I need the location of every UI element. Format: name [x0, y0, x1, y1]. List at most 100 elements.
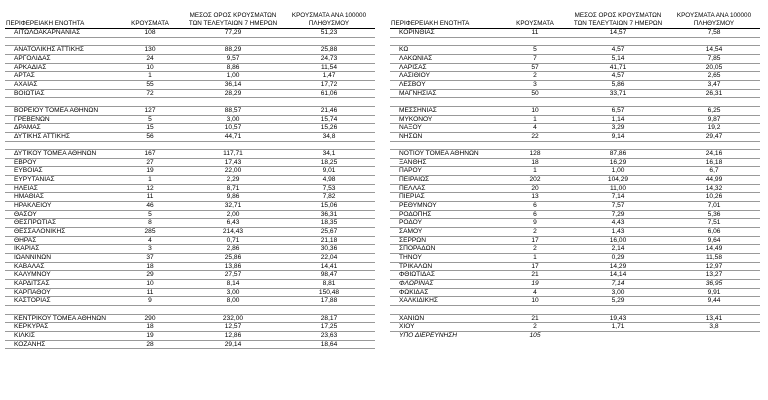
- cases-cell: 46: [117, 201, 183, 211]
- empty-cell: [390, 141, 502, 151]
- per100k-cell: 29,47: [668, 132, 760, 142]
- cases-cell: 15: [117, 123, 183, 133]
- table-row: ΙΚΑΡΙΑΣ 3 2,86 30,36: [5, 244, 375, 254]
- region-cell: ΘΕΣΠΡΩΤΙΑΣ: [5, 218, 117, 229]
- table-row: ΦΘΙΩΤΙΔΑΣ 21 14,14 13,27: [390, 270, 760, 280]
- avg-cell: 28,29: [183, 89, 283, 99]
- table-row: ΗΜΑΘΙΑΣ 11 9,86 7,82: [5, 192, 375, 203]
- cases-cell: 11: [117, 192, 183, 203]
- column-header-region: ΠΕΡΙΦΕΡΕΙΑΚΗ ΕΝΟΤΗΤΑ: [6, 19, 85, 27]
- empty-cell: [568, 305, 668, 315]
- region-cell: ΡΟΔΟΠΗΣ: [390, 210, 502, 220]
- avg-cell: 9,57: [183, 54, 283, 64]
- avg-cell: 4,57: [568, 45, 668, 55]
- table-row: ΠΑΡΟΥ 1 1,00 6,7: [390, 166, 760, 177]
- per100k-cell: [668, 331, 760, 339]
- empty-cell: [283, 97, 375, 107]
- table-row: ΘΑΣΟΥ 5 2,00 36,31: [5, 210, 375, 220]
- empty-cell: [568, 141, 668, 151]
- per100k-cell: 7,85: [668, 54, 760, 64]
- table-row: ΠΕΛΛΑΣ 20 11,00 14,32: [390, 184, 760, 194]
- region-cell: ΛΑΣΙΘΙΟΥ: [390, 71, 502, 81]
- cases-cell: 1: [502, 166, 568, 177]
- cases-cell: 3: [117, 244, 183, 254]
- column-header-per100k: ΚΡΟΥΣΜΑΤΑ ΑΝΑ 100000 ΠΛΗΘΥΣΜΟΥ: [291, 12, 367, 27]
- empty-cell: [5, 97, 117, 107]
- table-row: ΗΛΕΙΑΣ 12 8,71 7,53: [5, 184, 375, 194]
- empty-cell: [283, 141, 375, 151]
- avg-cell: 8,14: [183, 279, 283, 289]
- cases-cell: 4: [502, 123, 568, 133]
- table-row: ΡΟΔΟΠΗΣ 6 7,29 5,36: [390, 210, 760, 220]
- avg-cell: 8,00: [183, 296, 283, 306]
- cases-cell: 9: [117, 296, 183, 306]
- region-cell: ΝΑΞΟΥ: [390, 123, 502, 133]
- cases-cell: 13: [502, 192, 568, 203]
- table-row: ΛΕΣΒΟΥ 3 5,86 3,47: [390, 80, 760, 90]
- region-cell: ΣΕΡΡΩΝ: [390, 236, 502, 246]
- region-cell: ΛΑΡΙΣΑΣ: [390, 63, 502, 73]
- per100k-cell: 12,97: [668, 262, 760, 272]
- cases-cell: 1: [502, 115, 568, 125]
- region-cell: ΙΩΑΝΝΙΝΩΝ: [5, 253, 117, 263]
- cases-cell: 202: [502, 175, 568, 185]
- per100k-cell: 34,8: [283, 132, 375, 142]
- avg-cell: 10,57: [183, 123, 283, 133]
- per100k-cell: 3,47: [668, 80, 760, 90]
- avg-cell: 27,57: [183, 270, 283, 280]
- spacer-row: [5, 305, 375, 315]
- region-cell: ΓΡΕΒΕΝΩΝ: [5, 115, 117, 125]
- cases-cell: 10: [502, 106, 568, 116]
- cases-cell: 10: [502, 296, 568, 306]
- region-cell: ΕΥΡΥΤΑΝΙΑΣ: [5, 175, 117, 185]
- cases-cell: 4: [502, 288, 568, 298]
- avg-cell: 5,29: [568, 296, 668, 306]
- cases-cell: 20: [502, 184, 568, 194]
- empty-cell: [117, 305, 183, 315]
- avg-cell: 41,71: [568, 63, 668, 73]
- cases-cell: 108: [117, 28, 183, 38]
- left-table-header: ΠΕΡΙΦΕΡΕΙΑΚΗ ΕΝΟΤΗΤΑ ΚΡΟΥΣΜΑΤΑ ΜΕΣΟΣ ΟΡΟ…: [5, 12, 375, 29]
- region-cell: ΘΕΣΣΑΛΟΝΙΚΗΣ: [5, 227, 117, 237]
- cases-cell: 11: [502, 28, 568, 38]
- avg-cell: 0,29: [568, 253, 668, 263]
- region-cell: ΜΑΓΝΗΣΙΑΣ: [390, 89, 502, 99]
- per100k-cell: 20,05: [668, 63, 760, 73]
- empty-cell: [183, 97, 283, 107]
- cases-cell: 21: [502, 270, 568, 280]
- avg-cell: 12,86: [183, 331, 283, 341]
- per100k-cell: 14,54: [668, 45, 760, 55]
- empty-cell: [117, 141, 183, 151]
- table-row: ΑΡΓΟΛΙΔΑΣ 24 9,57 24,73: [5, 54, 375, 64]
- column-header-avg: ΜΕΣΟΣ ΟΡΟΣ ΚΡΟΥΣΜΑΤΩΝ ΤΩΝ ΤΕΛΕΥΤΑΙΩΝ 7 Η…: [188, 12, 278, 27]
- per100k-cell: 34,1: [283, 149, 375, 159]
- table-row: ΒΟΙΩΤΙΑΣ 72 28,29 61,06: [5, 89, 375, 99]
- empty-cell: [117, 97, 183, 107]
- avg-cell: 14,14: [568, 270, 668, 280]
- region-cell: ΜΕΣΣΗΝΙΑΣ: [390, 106, 502, 116]
- table-row: ΚΕΡΚΥΡΑΣ 18 12,57 17,25: [5, 322, 375, 332]
- per100k-cell: 11,54: [283, 63, 375, 73]
- cases-cell: 21: [502, 314, 568, 324]
- per100k-cell: 26,31: [668, 89, 760, 99]
- cases-cell: 10: [117, 279, 183, 289]
- per100k-cell: 28,17: [283, 314, 375, 324]
- avg-cell: 5,86: [568, 80, 668, 90]
- empty-cell: [668, 37, 760, 47]
- region-cell: ΒΟΙΩΤΙΑΣ: [5, 89, 117, 99]
- column-header-avg: ΜΕΣΟΣ ΟΡΟΣ ΚΡΟΥΣΜΑΤΩΝ ΤΩΝ ΤΕΛΕΥΤΑΙΩΝ 7 Η…: [573, 12, 663, 27]
- region-cell: ΜΥΚΟΝΟΥ: [390, 115, 502, 125]
- region-cell: ΞΑΝΘΗΣ: [390, 158, 502, 168]
- spacer-row: [390, 305, 760, 315]
- table-row: ΚΩ 5 4,57 14,54: [390, 45, 760, 55]
- cases-cell: 11: [117, 288, 183, 298]
- avg-cell: 22,00: [183, 166, 283, 177]
- per100k-cell: 9,87: [668, 115, 760, 125]
- per100k-cell: 7,01: [668, 201, 760, 211]
- table-row: ΡΟΔΟΥ 9 4,43 7,51: [390, 218, 760, 229]
- cases-cell: 2: [502, 71, 568, 81]
- per100k-cell: 16,18: [668, 158, 760, 168]
- spacer-row: [390, 37, 760, 47]
- region-cell: ΧΑΛΚΙΔΙΚΗΣ: [390, 296, 502, 306]
- table-row: ΚΙΛΚΙΣ 19 12,86 23,63: [5, 331, 375, 341]
